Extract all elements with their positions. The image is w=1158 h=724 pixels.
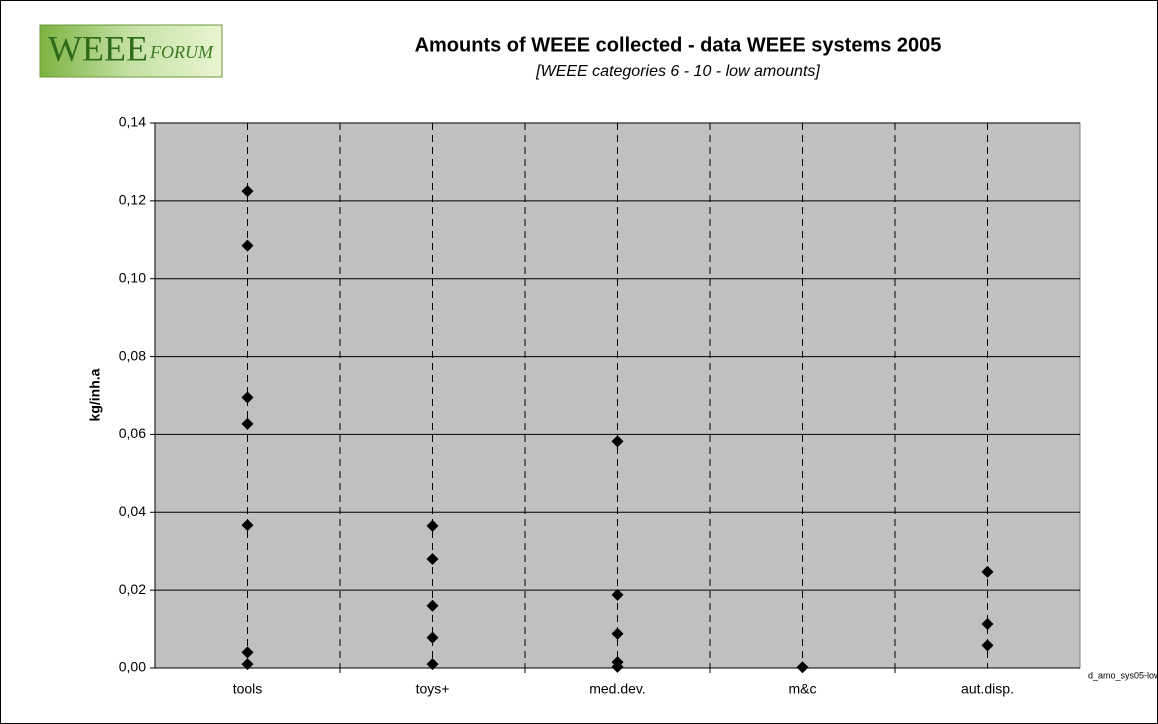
footnote: d_amo_sys05-low [1088,670,1158,680]
data-point [981,565,994,578]
y-tick-label: 0,00 [119,659,146,675]
logo-box [39,24,223,78]
data-point [426,658,439,671]
data-point [796,661,809,674]
data-point [426,599,439,612]
data-point [611,588,624,601]
chart-subtitle: [WEEE categories 6 - 10 - low amounts] [535,63,820,80]
data-point [426,553,439,565]
y-tick-label: 0,12 [119,192,146,208]
x-tick-label: toys+ [416,681,450,697]
data-point [241,417,254,430]
data-point [241,391,254,404]
data-point [611,435,624,448]
data-point [241,519,254,532]
x-tick-label: aut.disp. [961,681,1014,697]
x-tick-label: tools [233,681,263,697]
y-tick-label: 0,04 [119,503,146,519]
y-tick-label: 0,14 [119,114,146,130]
y-tick-label: 0,08 [119,347,146,363]
data-point [611,627,624,640]
plot-area [154,122,1081,669]
logo-sub: FORUM [149,42,214,62]
y-tick-label: 0,06 [119,425,146,441]
data-point [241,239,254,252]
x-tick-label: m&c [789,681,817,697]
x-tick-label: med.dev. [589,681,646,697]
data-point [426,519,439,532]
chart-title: Amounts of WEEE collected - data WEEE sy… [415,34,942,56]
data-point [981,618,994,631]
data-point [981,639,994,652]
data-point [241,185,254,198]
y-tick-label: 0,02 [119,581,146,597]
y-tick-label: 0,10 [119,269,146,285]
data-point [241,646,254,659]
data-point [611,660,624,673]
y-axis-label: kg/inh.a [87,368,103,421]
data-point [426,631,439,644]
logo-main: WEEE [48,28,148,68]
data-point [241,658,254,671]
